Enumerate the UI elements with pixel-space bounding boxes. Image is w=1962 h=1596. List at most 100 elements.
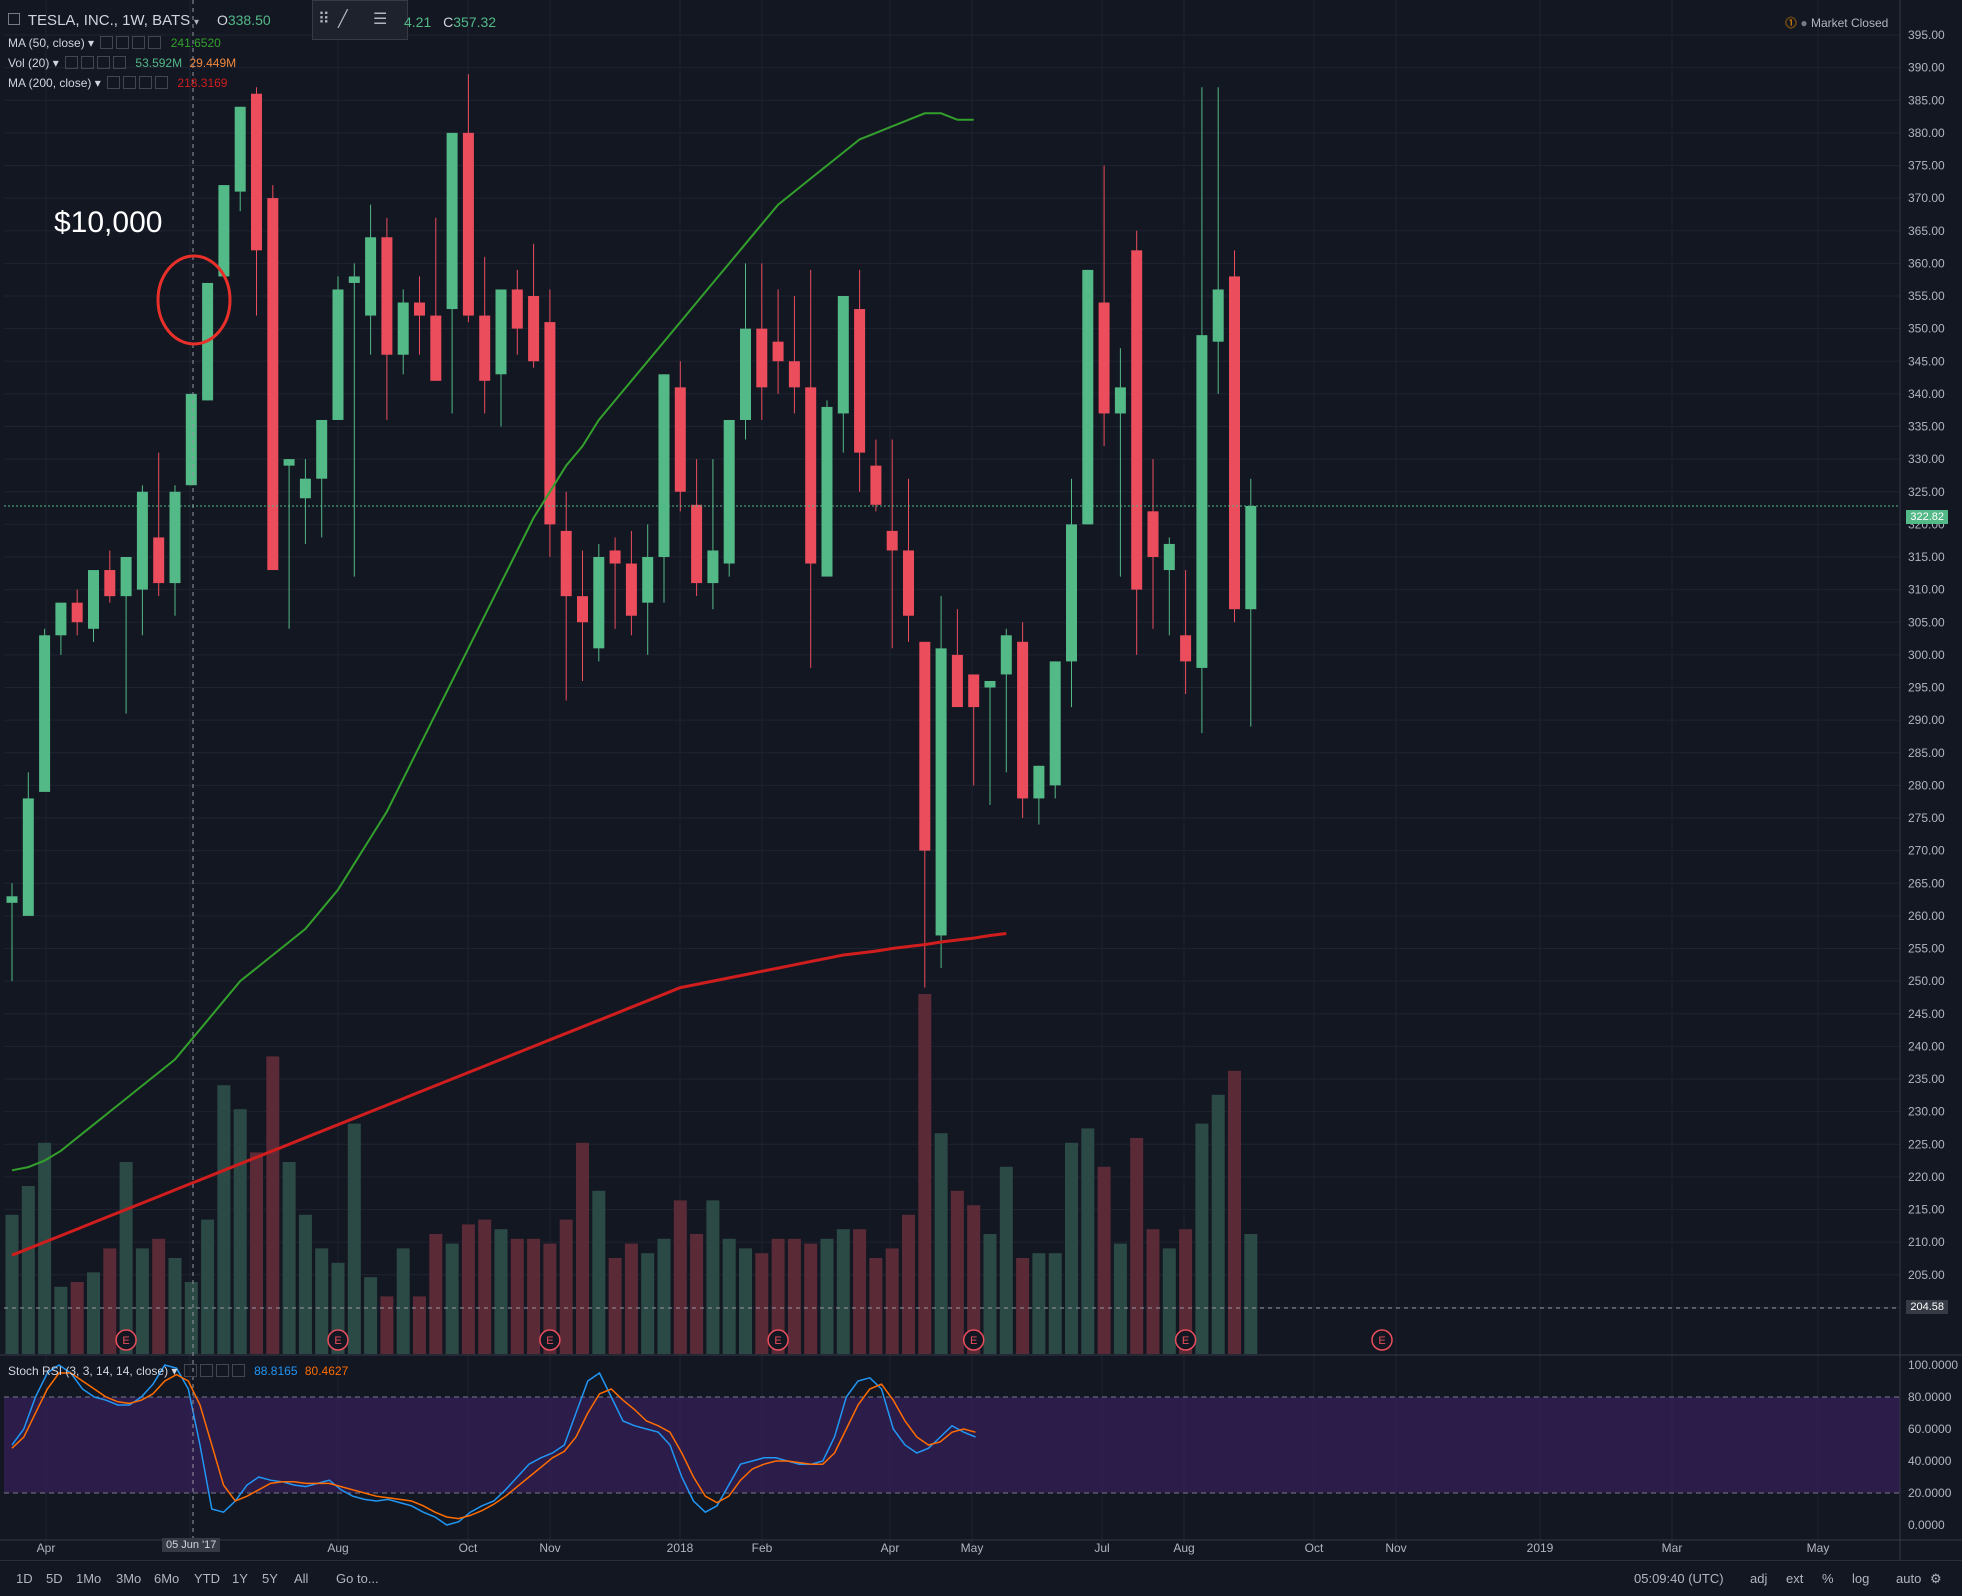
y-tick-label: 355.00 [1908, 289, 1945, 303]
close-icon[interactable] [148, 36, 162, 49]
range-button[interactable]: 5D [46, 1571, 63, 1586]
trendline-icon[interactable]: ╱ [338, 11, 348, 28]
candle-body [935, 648, 947, 936]
volume-bar [250, 1152, 263, 1354]
option-1[interactable]: ext [1786, 1571, 1804, 1586]
volume-bar [87, 1272, 100, 1354]
range-button[interactable]: 1D [16, 1571, 33, 1586]
gear-icon[interactable] [199, 1364, 213, 1377]
y-tick-label: 350.00 [1908, 322, 1945, 336]
candle-body [299, 478, 311, 499]
volume-bar [1130, 1138, 1144, 1354]
candle-body [1229, 276, 1240, 610]
volume-bar [771, 1238, 785, 1354]
range-button[interactable]: 1Mo [76, 1571, 102, 1586]
y-tick-label: 215.00 [1908, 1203, 1945, 1217]
candle-body [71, 602, 83, 623]
stoch-tick-label: 100.0000 [1908, 1358, 1958, 1372]
close-icon[interactable] [155, 76, 169, 89]
volume-bar [576, 1142, 589, 1354]
earnings-marker [1174, 1329, 1197, 1351]
candle-body [495, 289, 507, 375]
legend-ma200[interactable]: MA (200, close) ▾ 218.3169 [8, 76, 228, 90]
volume-bar [347, 1123, 361, 1354]
clock-label: 05:09:40 (UTC) [1634, 1571, 1724, 1586]
volume-bar [168, 1258, 182, 1354]
earnings-marker-label: E [1182, 1335, 1189, 1347]
volume-bar [429, 1234, 443, 1354]
range-button[interactable]: YTD [194, 1571, 220, 1586]
gear-icon[interactable] [123, 76, 137, 89]
plus-icon[interactable] [139, 76, 153, 89]
candle-body [462, 132, 474, 316]
option-4[interactable]: auto [1896, 1571, 1922, 1586]
volume-bar [820, 1238, 834, 1354]
y-tick-label: 235.00 [1908, 1072, 1945, 1086]
range-button[interactable]: All [294, 1571, 309, 1586]
volume-bar [657, 1238, 671, 1354]
candle-body [397, 302, 409, 355]
volume-bar [1032, 1253, 1046, 1354]
plus-icon[interactable] [97, 56, 111, 69]
candle-body [39, 635, 51, 792]
candle-body [267, 198, 279, 571]
collapse-icon[interactable] [8, 13, 20, 25]
volume-bar [103, 1248, 117, 1354]
y-tick-label: 290.00 [1908, 713, 1945, 727]
range-button[interactable]: 6Mo [154, 1571, 180, 1586]
candle-body [984, 680, 996, 688]
chevron-down-icon[interactable]: ▾ [194, 17, 200, 28]
volume-bar [804, 1243, 818, 1354]
earnings-marker [962, 1329, 985, 1351]
candle-body [707, 550, 719, 584]
range-button[interactable]: 1Y [232, 1571, 248, 1586]
plus-icon[interactable] [215, 1364, 229, 1377]
volume-bar [950, 1190, 964, 1354]
drag-handle-icon[interactable]: ⠿ [318, 11, 330, 28]
volume-bar [1113, 1243, 1127, 1354]
gear-icon[interactable] [116, 36, 130, 49]
eye-icon[interactable] [183, 1364, 197, 1377]
gear-icon[interactable]: ⚙ [1930, 1571, 1942, 1586]
volume-bar [527, 1238, 541, 1354]
plus-icon[interactable] [132, 36, 146, 49]
goto-button[interactable]: Go to... [336, 1571, 379, 1586]
volume-bar [1146, 1229, 1160, 1354]
eye-icon[interactable] [100, 36, 114, 49]
option-0[interactable]: adj [1750, 1571, 1768, 1586]
range-button[interactable]: 5Y [262, 1571, 278, 1586]
crosshair-price-tag: 204.58 [1906, 1300, 1948, 1314]
close-icon[interactable] [113, 56, 127, 69]
range-button[interactable]: 3Mo [116, 1571, 142, 1586]
gear-icon[interactable] [81, 56, 95, 69]
candle-body [283, 459, 295, 466]
legend-ma50[interactable]: MA (50, close) ▾ 241.6520 [8, 36, 221, 50]
vol-value-2: 29.449M [189, 56, 237, 70]
earnings-marker-label: E [970, 1335, 977, 1347]
earnings-marker [767, 1329, 789, 1351]
legend-stoch[interactable]: Stoch RSI (3, 3, 14, 14, close) ▾ 88.816… [8, 1364, 349, 1378]
candle-body [430, 315, 442, 381]
candle-body [136, 491, 148, 590]
option-2[interactable]: % [1822, 1571, 1834, 1586]
close-icon[interactable] [231, 1364, 245, 1377]
menu-lines-icon[interactable]: ☰ [373, 11, 388, 28]
volume-bar [135, 1248, 149, 1354]
volume-bar [983, 1234, 997, 1354]
close-value: 357.32 [453, 14, 497, 30]
legend-vol[interactable]: Vol (20) ▾ 53.592M 29.449M [8, 56, 237, 70]
price-chart[interactable]: 100.0000 80.0000 60.0000 40.0000 20.0000 0.00… [0, 0, 1962, 1560]
volume-bar [1211, 1094, 1225, 1354]
candle-body [169, 491, 181, 584]
symbol-label[interactable]: TESLA, INC., 1W, BATS [27, 12, 191, 29]
candle-body [185, 393, 197, 486]
option-3[interactable]: log [1852, 1571, 1870, 1586]
eye-icon[interactable] [107, 76, 121, 89]
warning-icon[interactable]: ⓵ [1785, 16, 1798, 30]
candle-body [544, 322, 556, 525]
open-label: O [216, 12, 228, 28]
y-tick-label: 300.00 [1908, 648, 1945, 662]
volume-bar [396, 1248, 410, 1354]
eye-icon[interactable] [65, 56, 79, 69]
volume-bar [853, 1229, 867, 1354]
